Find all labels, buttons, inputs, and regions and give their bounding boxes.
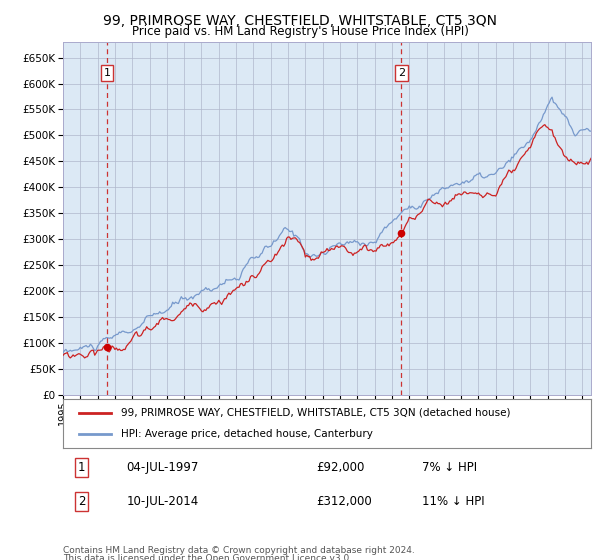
Text: 10-JUL-2014: 10-JUL-2014 [127,495,199,508]
Text: This data is licensed under the Open Government Licence v3.0.: This data is licensed under the Open Gov… [63,554,352,560]
Text: 99, PRIMROSE WAY, CHESTFIELD, WHITSTABLE, CT5 3QN (detached house): 99, PRIMROSE WAY, CHESTFIELD, WHITSTABLE… [121,408,511,418]
Text: 99, PRIMROSE WAY, CHESTFIELD, WHITSTABLE, CT5 3QN: 99, PRIMROSE WAY, CHESTFIELD, WHITSTABLE… [103,14,497,28]
Text: 1: 1 [78,461,85,474]
Text: 1: 1 [103,68,110,78]
Text: Price paid vs. HM Land Registry's House Price Index (HPI): Price paid vs. HM Land Registry's House … [131,25,469,38]
Text: Contains HM Land Registry data © Crown copyright and database right 2024.: Contains HM Land Registry data © Crown c… [63,546,415,555]
Text: 2: 2 [78,495,85,508]
Text: 04-JUL-1997: 04-JUL-1997 [127,461,199,474]
Text: HPI: Average price, detached house, Canterbury: HPI: Average price, detached house, Cant… [121,429,373,439]
Text: 7% ↓ HPI: 7% ↓ HPI [422,461,477,474]
Text: £92,000: £92,000 [316,461,365,474]
Text: 11% ↓ HPI: 11% ↓ HPI [422,495,485,508]
Text: £312,000: £312,000 [316,495,372,508]
Text: 2: 2 [398,68,405,78]
